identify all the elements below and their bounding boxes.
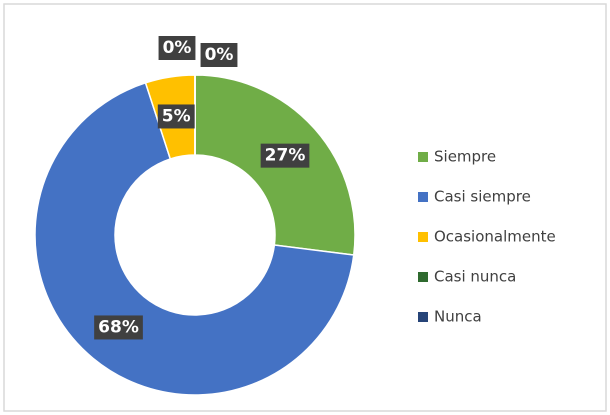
legend-label: Nunca: [434, 308, 482, 326]
data-label: 0%: [163, 38, 192, 58]
data-label-box: [158, 36, 196, 60]
legend-swatch: [418, 312, 428, 322]
data-label-box: [157, 104, 195, 129]
data-label: 0%: [205, 45, 234, 65]
data-label: 5%: [162, 106, 191, 126]
data-label-box: [94, 315, 143, 340]
data-label: 68%: [98, 317, 139, 337]
data-label-box: [200, 43, 238, 67]
legend-label: Casi siempre: [434, 188, 531, 206]
legend-label: Siempre: [434, 148, 496, 166]
legend-swatch: [418, 232, 428, 242]
legend-swatch: [418, 192, 428, 202]
data-label-box: [260, 143, 310, 168]
data-label: 27%: [265, 146, 306, 166]
legend-swatch: [418, 152, 428, 162]
legend-label: Casi nunca: [434, 268, 516, 286]
legend-swatch: [418, 272, 428, 282]
legend-label: Ocasionalmente: [434, 228, 556, 246]
